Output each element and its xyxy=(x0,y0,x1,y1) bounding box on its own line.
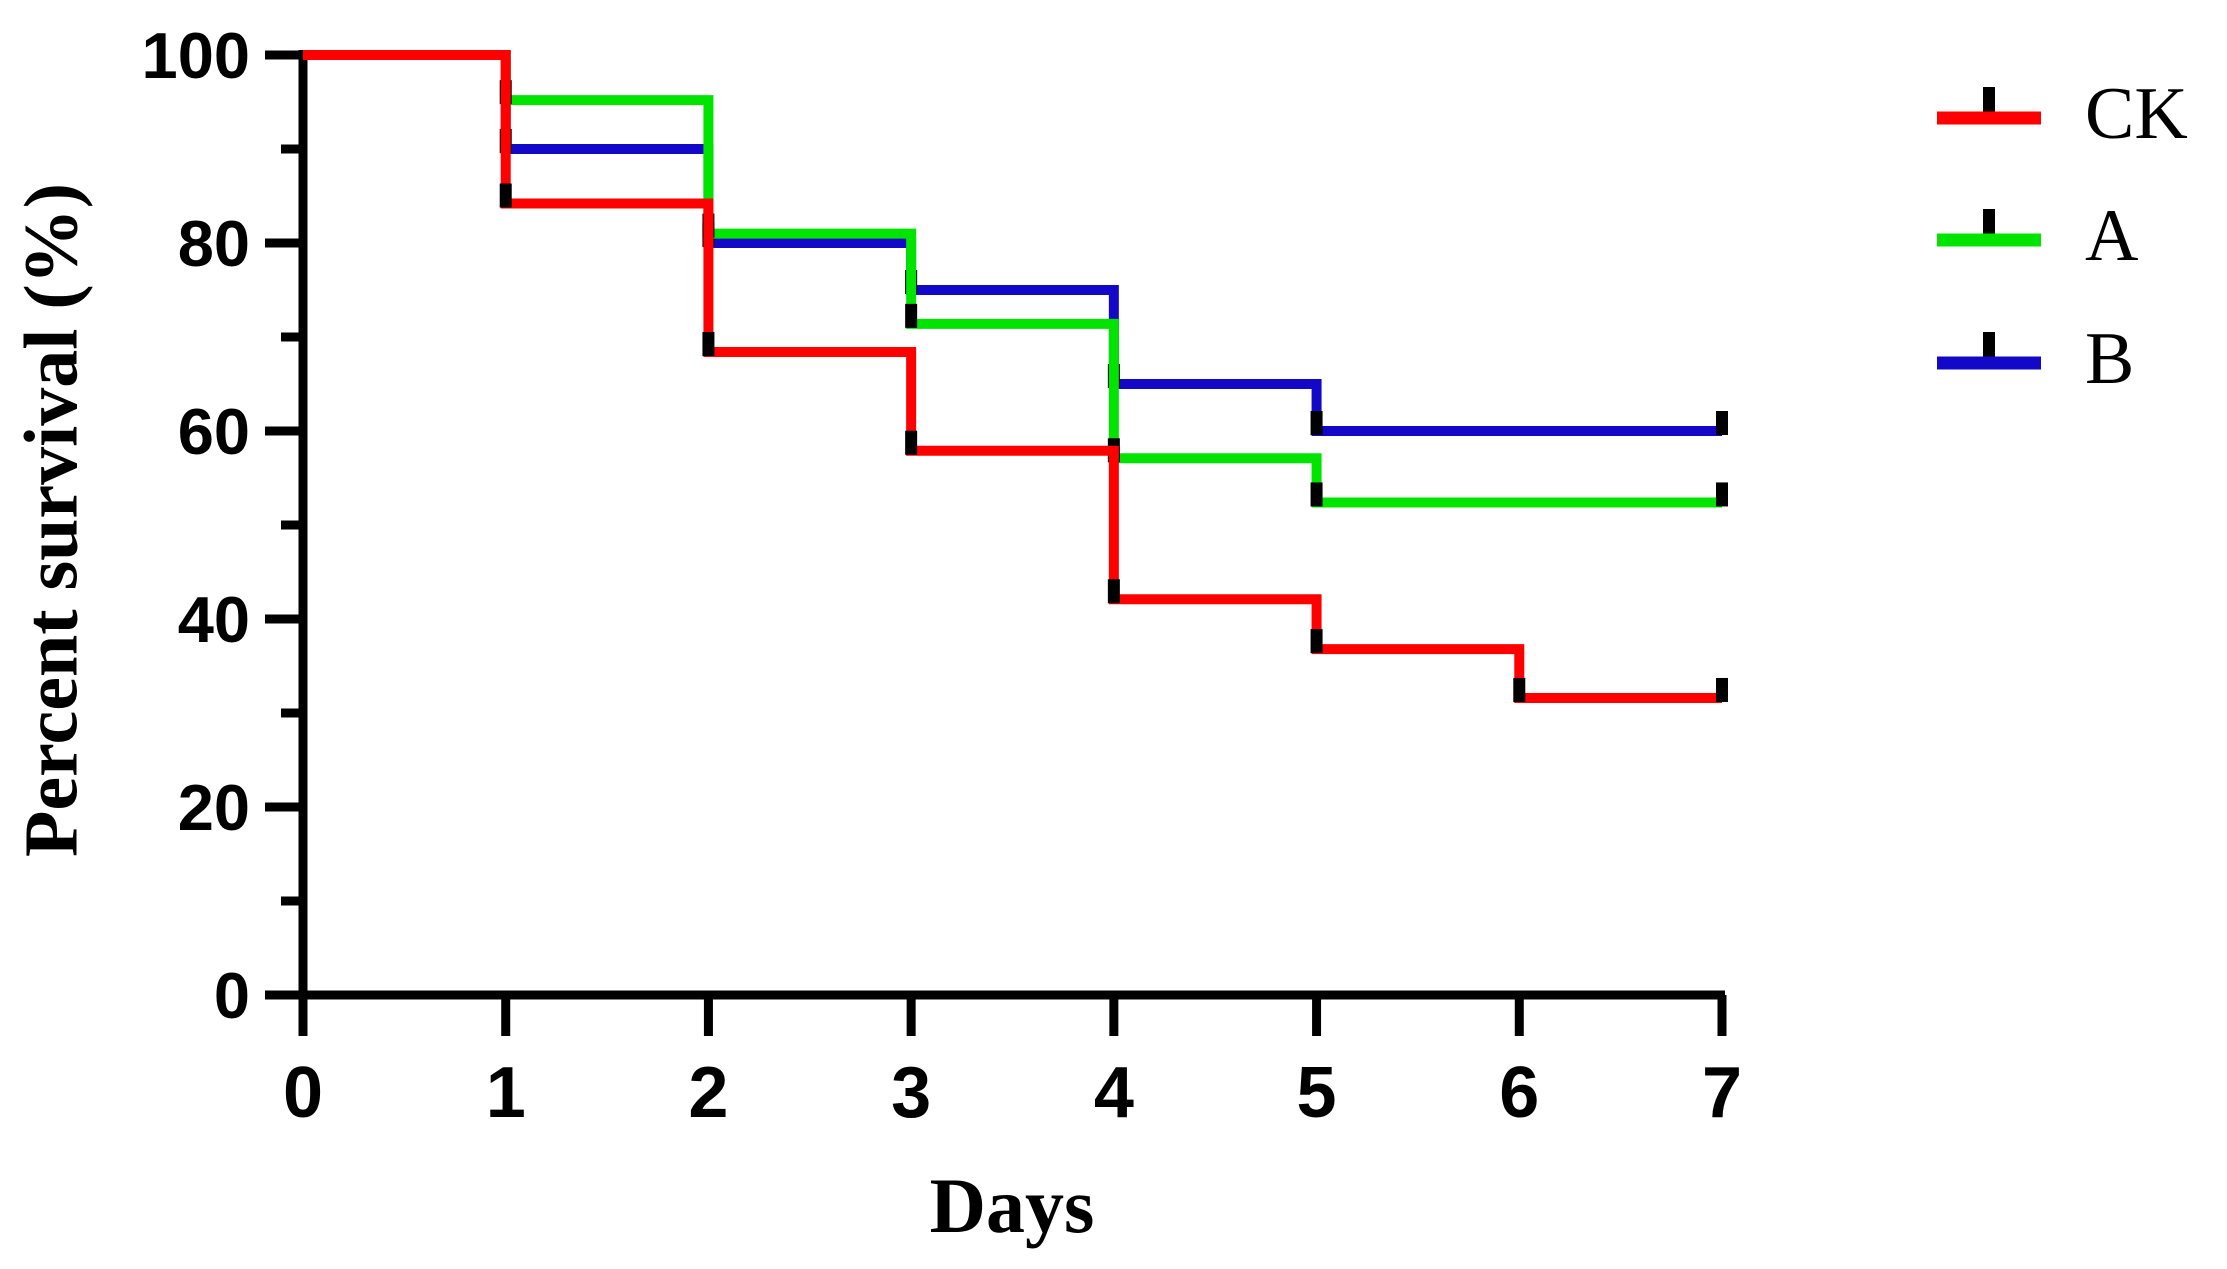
legend-item-B: B xyxy=(1937,317,2227,409)
x-tick-label: 5 xyxy=(1297,1053,1337,1133)
y-tick-label: 60 xyxy=(178,395,250,468)
legend-label-B: B xyxy=(2085,318,2135,400)
series-A xyxy=(303,50,1728,508)
y-tick-label: 80 xyxy=(178,207,250,280)
censor-tick xyxy=(1310,629,1323,654)
censor-tick-end xyxy=(1715,677,1728,702)
axes: 0 20 40 60 80 100 0 1 2 3 4 5 6 7 xyxy=(142,19,1742,1133)
legend-item-A: A xyxy=(1937,194,2227,286)
x-tick-label: 4 xyxy=(1094,1053,1134,1133)
censor-tick xyxy=(905,430,918,455)
x-axis-title: Days xyxy=(929,1162,1095,1249)
x-tick-label: 2 xyxy=(688,1053,728,1133)
legend-key-A xyxy=(1937,209,2041,247)
legend-censor-tick xyxy=(1983,332,1995,363)
legend-censor-tick xyxy=(1983,209,1995,240)
legend-label-CK: CK xyxy=(2085,73,2188,155)
censor-tick xyxy=(702,332,715,357)
x-tick-label: 6 xyxy=(1499,1053,1539,1133)
censor-tick-end xyxy=(1715,411,1728,435)
legend-key-CK xyxy=(1937,87,2041,125)
censor-tick xyxy=(1310,411,1323,435)
y-tick-label: 0 xyxy=(214,959,250,1032)
series-CK-line xyxy=(303,50,1722,703)
y-tick-label: 20 xyxy=(178,771,250,844)
series-B xyxy=(303,50,1728,436)
censor-tick xyxy=(905,303,918,328)
y-tick-label: 100 xyxy=(142,19,250,92)
series-B-line xyxy=(303,50,1722,436)
censor-tick xyxy=(1310,482,1323,507)
y-tick-label: 40 xyxy=(178,583,250,656)
x-tick-label: 0 xyxy=(283,1053,323,1133)
series-CK xyxy=(303,50,1728,703)
legend: CK A B xyxy=(1937,0,2227,460)
censor-tick xyxy=(1107,579,1120,604)
x-tick-label: 1 xyxy=(486,1053,526,1133)
censor-tick-end xyxy=(1715,482,1728,507)
censor-tick xyxy=(1513,677,1526,702)
x-tick-label: 7 xyxy=(1702,1053,1742,1133)
y-axis-title: Percent survival (%) xyxy=(9,183,94,857)
legend-censor-tick xyxy=(1983,87,1995,118)
legend-key-B xyxy=(1937,332,2041,370)
censor-tick xyxy=(499,183,512,208)
legend-item-CK: CK xyxy=(1937,72,2227,164)
x-tick-label: 3 xyxy=(891,1053,931,1133)
legend-label-A: A xyxy=(2085,195,2139,277)
